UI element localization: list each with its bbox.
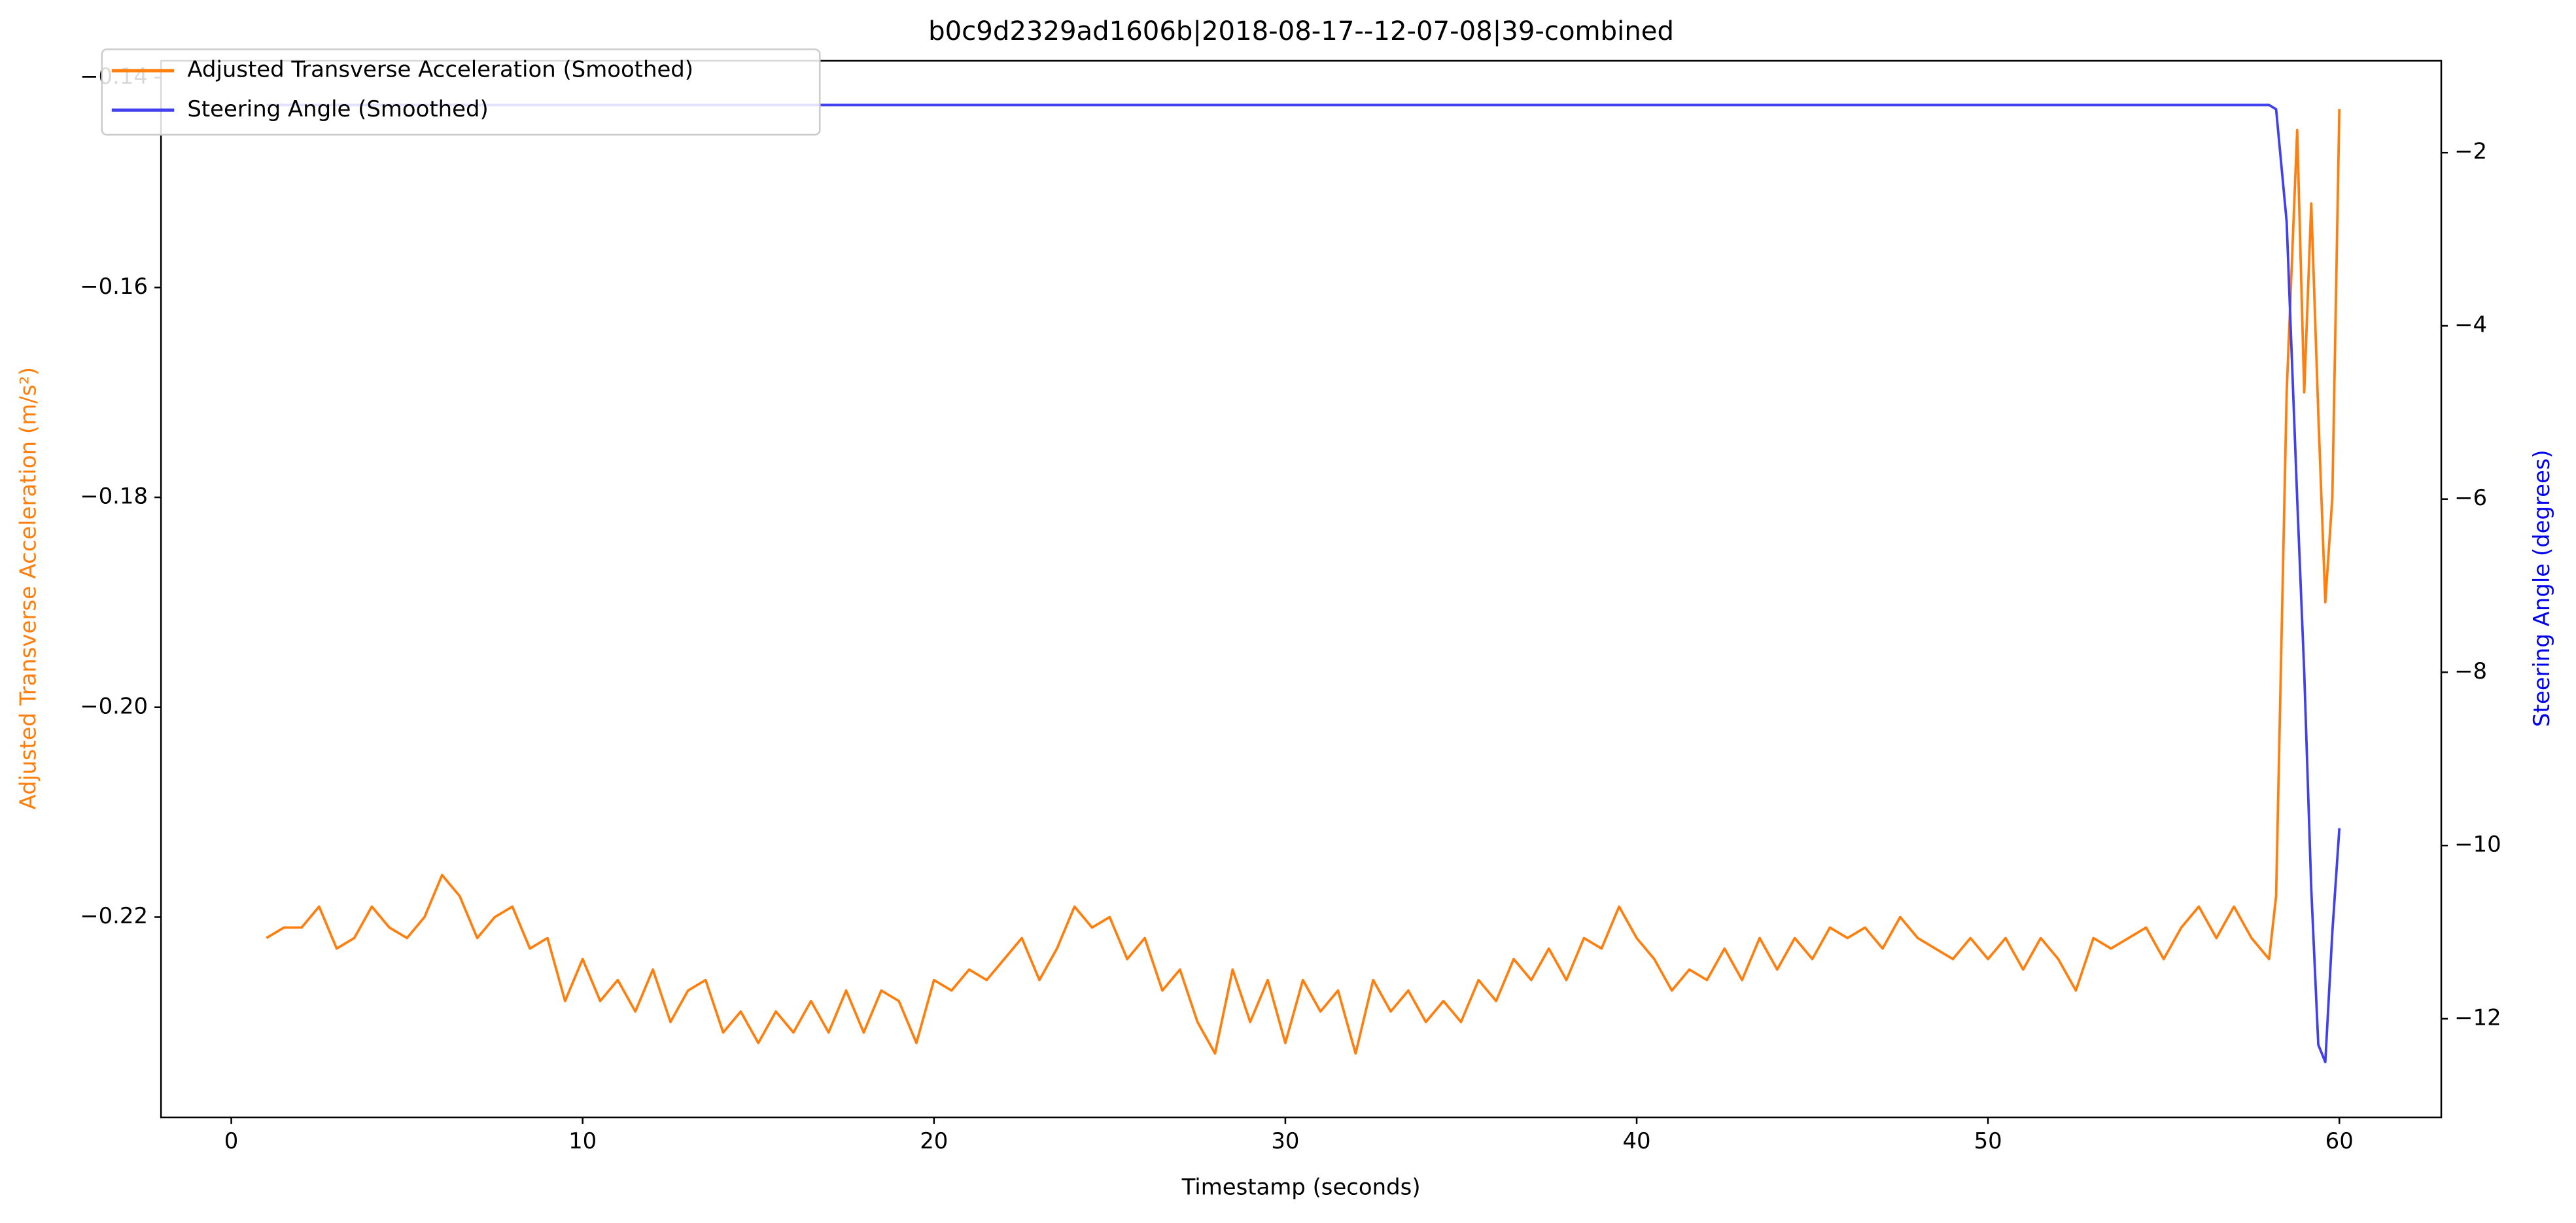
x-tick-label: 10 — [568, 1128, 597, 1154]
y2-tick-label: −8 — [2454, 658, 2487, 684]
y2-tick-label: −4 — [2454, 311, 2487, 337]
legend-box — [101, 48, 821, 136]
y2-tick-label: −6 — [2454, 485, 2487, 510]
plot-frame — [160, 60, 2443, 1119]
x-tick-label: 40 — [1622, 1128, 1650, 1154]
y-tick-label: −0.22 — [80, 903, 148, 929]
x-tick-label: 30 — [1271, 1128, 1299, 1154]
x-tick-label: 60 — [2325, 1128, 2354, 1154]
x-tick-label: 0 — [224, 1128, 239, 1154]
y-axis-label: Adjusted Transverse Acceleration (m/s²) — [16, 367, 41, 809]
x-axis-label: Timestamp (seconds) — [1181, 1174, 1421, 1199]
series-line — [266, 109, 2341, 1055]
y-tick-label: −0.18 — [80, 484, 148, 509]
y-tick-label: −0.16 — [80, 274, 148, 299]
legend-label: Steering Angle (Smoothed) — [187, 96, 488, 122]
x-tick-label: 20 — [920, 1128, 948, 1154]
y-tick-label: −0.20 — [80, 693, 148, 718]
y2-tick-label: −2 — [2454, 139, 2487, 164]
chart-title: b0c9d2329ad1606b|2018-08-17--12-07-08|39… — [928, 16, 1674, 46]
legend-label: Adjusted Transverse Acceleration (Smooth… — [187, 56, 693, 82]
y2-tick-label: −12 — [2454, 1004, 2501, 1030]
x-tick-label: 50 — [1974, 1128, 2002, 1154]
y2-tick-label: −10 — [2454, 832, 2501, 857]
y2-axis-label: Steering Angle (degrees) — [2529, 450, 2554, 727]
